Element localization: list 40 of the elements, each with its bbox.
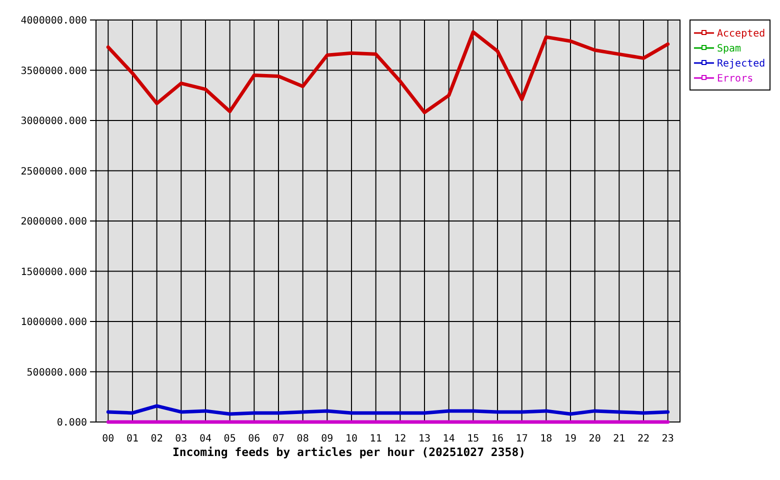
x-tick-label: 12 — [394, 434, 406, 444]
y-tick-label: 0.000 — [56, 418, 87, 428]
x-tick-label: 18 — [540, 434, 552, 444]
y-tick-label: 3000000.000 — [20, 116, 87, 127]
x-tick-label: 05 — [224, 434, 236, 444]
x-tick-label: 08 — [296, 434, 309, 444]
x-tick-label: 22 — [637, 434, 650, 444]
y-tick-label: 1000000.000 — [20, 317, 87, 328]
x-tick-label: 09 — [321, 434, 334, 444]
x-tick-label: 15 — [467, 434, 480, 444]
y-tick-label: 2500000.000 — [20, 166, 87, 178]
y-tick-label: 4000000.000 — [20, 16, 87, 26]
line-series — [106, 404, 670, 416]
x-tick-label: 21 — [613, 434, 626, 444]
x-tick-label: 00 — [102, 434, 114, 444]
x-tick-label: 03 — [175, 434, 188, 444]
x-tick-label: 23 — [662, 434, 674, 444]
y-tick-label: 3500000.000 — [20, 66, 87, 77]
x-tick-label: 02 — [150, 434, 163, 444]
x-tick-label: 14 — [442, 434, 455, 444]
legend-label: Rejected — [717, 58, 766, 70]
legend-label: Errors — [717, 74, 754, 84]
line-series — [106, 30, 670, 114]
x-tick-label: 13 — [418, 434, 431, 444]
x-tick-label: 04 — [199, 434, 212, 444]
x-tick-label: 11 — [370, 434, 382, 444]
x-tick-label: 06 — [248, 434, 260, 444]
x-tick-label: 07 — [272, 434, 285, 444]
x-tick-label: 16 — [491, 434, 504, 444]
x-tick-label: 17 — [516, 434, 528, 444]
y-tick-label: 2000000.000 — [20, 216, 87, 228]
x-axis-title: Incoming feeds by articles per hour (20251027 2358) — [172, 445, 526, 460]
x-tick-label: 10 — [345, 434, 358, 444]
x-tick-label: 19 — [564, 434, 577, 444]
y-tick-label: 500000.000 — [26, 367, 87, 378]
y-tick-label: 1500000.000 — [20, 266, 87, 278]
x-tick-label: 01 — [126, 434, 139, 444]
legend-label: Spam — [717, 44, 742, 54]
legend-label: Accepted — [717, 28, 766, 40]
x-tick-label: 20 — [588, 434, 601, 444]
